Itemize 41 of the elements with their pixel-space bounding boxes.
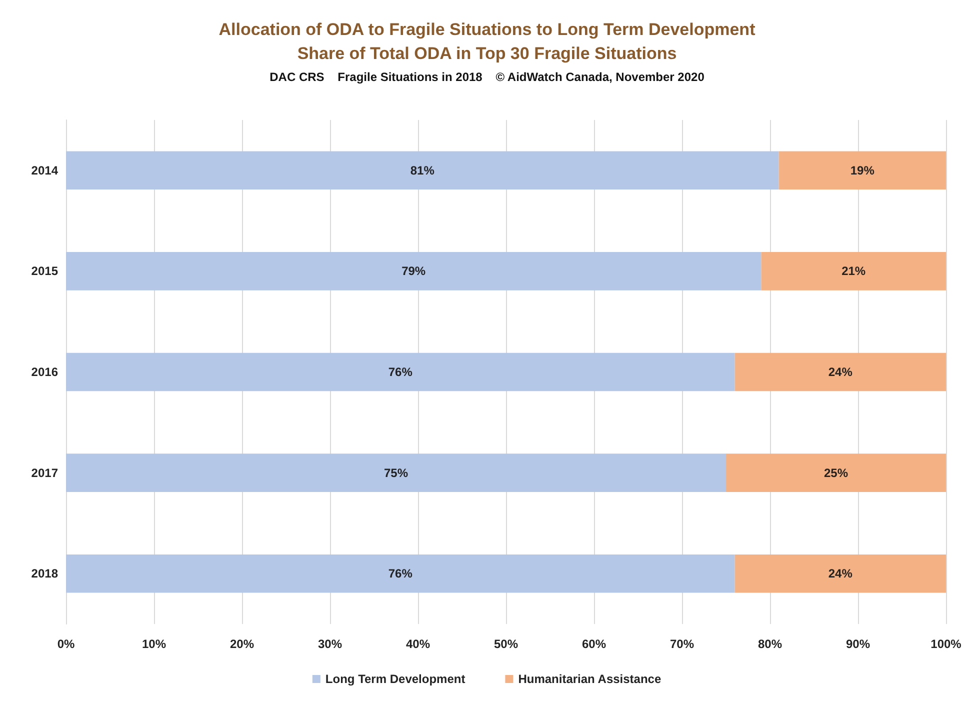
data-label: 75% — [384, 466, 408, 480]
x-tick-label: 20% — [230, 637, 254, 651]
bar — [761, 252, 946, 290]
data-label: 21% — [842, 264, 866, 278]
y-tick-label: 2018 — [31, 566, 58, 581]
y-tick-label: 2016 — [31, 365, 58, 379]
chart-subtitle: Share of Total ODA in Top 30 Fragile Situations — [297, 44, 677, 63]
chart-title: Allocation of ODA to Fragile Situations to Long Term Development — [218, 20, 756, 39]
bar — [734, 554, 946, 593]
x-tick-label: 0% — [57, 637, 75, 651]
x-tick-label: 60% — [582, 637, 606, 651]
data-label: 79% — [402, 264, 426, 278]
x-tick-label: 90% — [846, 637, 870, 651]
x-tick-label: 10% — [142, 637, 166, 651]
bar — [66, 252, 762, 290]
data-label: 76% — [388, 566, 413, 581]
bar — [734, 352, 946, 392]
bar — [66, 454, 726, 492]
legend-label: Humanitarian Assistance — [518, 672, 662, 686]
y-tick-label: 2017 — [31, 466, 58, 480]
x-tick-label: 40% — [406, 637, 430, 651]
bar — [726, 454, 946, 492]
data-label: 24% — [828, 566, 853, 581]
x-tick-label: 50% — [494, 637, 518, 651]
bar — [66, 554, 735, 593]
data-label: 19% — [850, 163, 875, 178]
y-tick-label: 2015 — [31, 264, 58, 278]
text: DAC CRS Fragile Situations in 2018 © AidWatch Canada, November 2020 — [270, 70, 705, 84]
data-label: 81% — [410, 163, 435, 178]
x-tick-label: 30% — [318, 637, 342, 651]
data-label: 76% — [388, 365, 413, 379]
data-label: 25% — [824, 466, 848, 480]
y-tick-label: 2014 — [31, 163, 58, 178]
legend-label: Long Term Development — [325, 672, 466, 686]
x-tick-label: 100% — [930, 637, 962, 651]
bar — [66, 151, 779, 190]
x-tick-label: 70% — [670, 637, 694, 651]
x-tick-label: 80% — [758, 637, 782, 651]
bar — [66, 352, 735, 392]
data-label: 24% — [828, 365, 853, 379]
bar — [778, 151, 946, 190]
